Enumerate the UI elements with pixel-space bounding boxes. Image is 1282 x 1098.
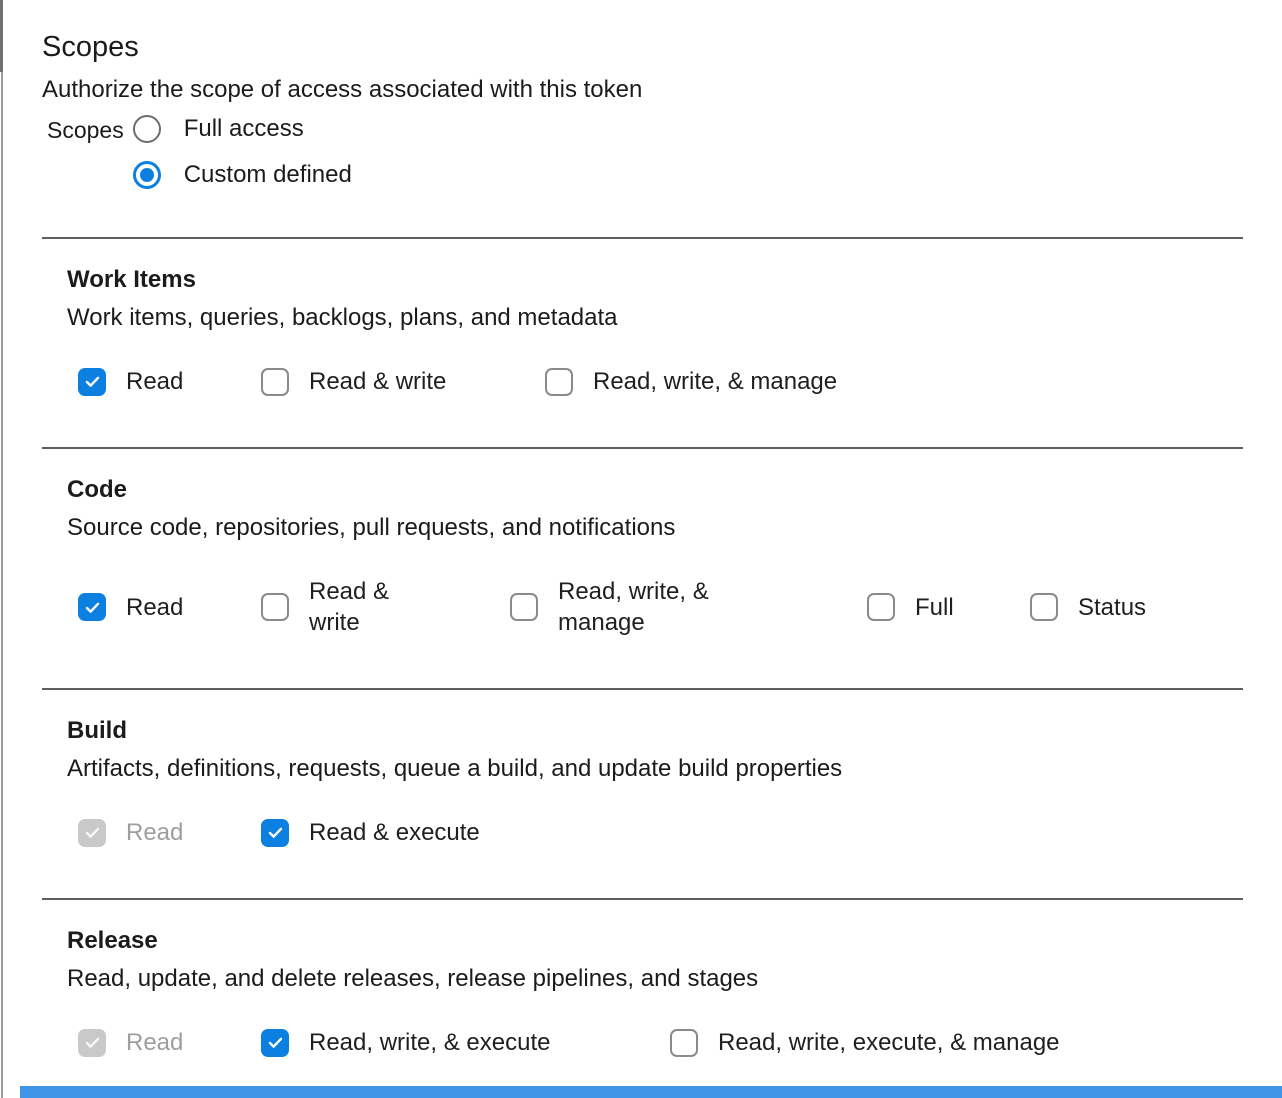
- radio-unselected-icon[interactable]: [132, 115, 161, 143]
- option-build-read-execute[interactable]: Read & execute: [261, 817, 480, 848]
- scopes-panel: Scopes Authorize the scope of access ass…: [0, 30, 1282, 1058]
- radio-label: Custom defined: [183, 161, 352, 188]
- checkbox-unchecked[interactable]: [867, 593, 895, 621]
- option-code-status[interactable]: Status: [1030, 592, 1146, 623]
- page-title: Scopes: [42, 31, 139, 63]
- scope-section-work-items: Work Items Work items, queries, backlogs,…: [0, 239, 1282, 397]
- option-label: Read, write, execute, & manage: [718, 1029, 1060, 1056]
- divider: [42, 898, 1243, 900]
- page-subtitle: Authorize the scope of access associated…: [42, 76, 643, 103]
- option-label: Read & write: [309, 578, 390, 636]
- option-label: Read & write: [309, 368, 447, 395]
- scopes-radio-group: Scopes Full access Custom defined: [42, 115, 1282, 189]
- bottom-accent-bar: [20, 1086, 1282, 1098]
- options-row: Read Read, write, & execute Read, write, e…: [67, 1027, 1242, 1058]
- option-label: Read: [126, 368, 184, 395]
- section-title: Code: [67, 476, 127, 503]
- option-label: Read: [126, 1029, 184, 1056]
- option-label: Status: [1078, 593, 1147, 621]
- checkmark-icon: [85, 376, 99, 387]
- option-release-read-write-execute[interactable]: Read, write, & execute: [261, 1027, 670, 1058]
- scopes-header: Scopes Authorize the scope of access ass…: [0, 30, 1282, 189]
- checkmark-icon: [85, 827, 99, 838]
- checkmark-icon: [85, 602, 99, 613]
- option-release-read: Read: [78, 1027, 261, 1058]
- option-release-read-write-execute-manage[interactable]: Read, write, execute, & manage: [670, 1027, 1060, 1058]
- checkmark-icon: [85, 1037, 99, 1048]
- checkbox-checked-disabled: [78, 818, 106, 847]
- option-code-read[interactable]: Read: [78, 592, 261, 623]
- checkmark-icon: [268, 1037, 282, 1048]
- section-title: Build: [67, 717, 127, 744]
- option-build-read: Read: [78, 817, 261, 848]
- divider: [42, 688, 1243, 690]
- radio-dot: [139, 168, 154, 182]
- section-description: Source code, repositories, pull requests…: [67, 514, 676, 541]
- section-description: Read, update, and delete releases, relea…: [67, 965, 759, 992]
- option-code-read-write-manage[interactable]: Read, write, & manage: [510, 576, 867, 638]
- divider: [42, 237, 1243, 239]
- option-label: Read: [126, 593, 184, 621]
- option-label: Read, write, & execute: [309, 1029, 551, 1056]
- radio-options: Full access Custom defined: [132, 115, 352, 189]
- options-row: Read Read & execute: [67, 817, 1242, 848]
- section-description: Artifacts, definitions, requests, queue …: [67, 755, 843, 782]
- options-row: Read Read & write Read, write, & manage Ful…: [67, 576, 1242, 638]
- radio-option-full-access[interactable]: Full access: [132, 115, 352, 143]
- option-work-items-read[interactable]: Read: [78, 366, 261, 397]
- section-description: Work items, queries, backlogs, plans, an…: [67, 304, 618, 331]
- checkbox-checked[interactable]: [261, 818, 289, 847]
- scope-section-build: Build Artifacts, definitions, requests, q…: [0, 690, 1282, 848]
- scrollbar-thumb[interactable]: [0, 0, 3, 72]
- option-label: Read & execute: [309, 819, 480, 846]
- scope-section-code: Code Source code, repositories, pull requ…: [0, 449, 1282, 638]
- checkbox-unchecked[interactable]: [545, 367, 573, 396]
- option-code-read-write[interactable]: Read & write: [261, 576, 510, 638]
- checkbox-unchecked[interactable]: [261, 367, 289, 396]
- radio-option-custom-defined[interactable]: Custom defined: [132, 161, 352, 189]
- option-label: Read, write, & manage: [593, 368, 838, 395]
- checkbox-unchecked[interactable]: [670, 1028, 698, 1057]
- scope-section-release: Release Read, update, and delete releases…: [0, 900, 1282, 1058]
- checkbox-checked[interactable]: [261, 1028, 289, 1057]
- checkbox-checked[interactable]: [78, 367, 106, 396]
- checkmark-icon: [268, 827, 282, 838]
- option-work-items-read-write[interactable]: Read & write: [261, 366, 545, 397]
- checkbox-checked-disabled: [78, 1028, 106, 1057]
- radio-label: Full access: [183, 115, 304, 142]
- radio-selected-icon[interactable]: [132, 161, 161, 189]
- option-label: Read, write, & manage: [558, 578, 709, 636]
- divider: [42, 447, 1243, 449]
- option-work-items-read-write-manage[interactable]: Read, write, & manage: [545, 366, 837, 397]
- checkbox-unchecked[interactable]: [510, 593, 538, 621]
- section-title: Work Items: [67, 266, 196, 293]
- sections: Work Items Work items, queries, backlogs,…: [0, 239, 1282, 1058]
- radio-group-label: Scopes: [47, 117, 124, 143]
- section-title: Release: [67, 927, 158, 954]
- checkbox-unchecked[interactable]: [261, 593, 289, 621]
- option-label: Read: [126, 819, 184, 846]
- checkbox-unchecked[interactable]: [1030, 593, 1058, 621]
- option-code-full[interactable]: Full: [867, 592, 1030, 623]
- panel-left-border: [1, 0, 3, 1098]
- checkbox-checked[interactable]: [78, 593, 106, 621]
- options-row: Read Read & write Read, write, & manage: [67, 366, 1242, 397]
- option-label: Full: [915, 593, 954, 621]
